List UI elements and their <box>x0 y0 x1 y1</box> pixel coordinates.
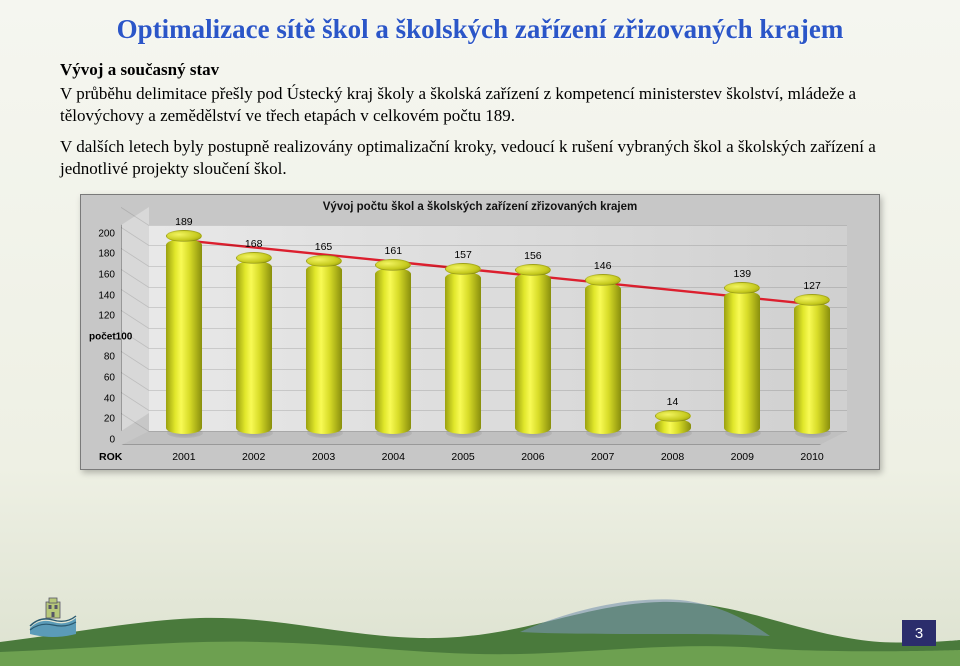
landscape-decoration <box>0 592 960 666</box>
x-tick-label: 2001 <box>172 451 195 463</box>
bar-value-label: 168 <box>245 238 263 250</box>
bar-value-label: 161 <box>385 245 403 257</box>
chart-bar: 157 <box>445 263 481 437</box>
bar-value-label: 139 <box>734 268 752 280</box>
y-tick-label: 120 <box>91 311 115 322</box>
y-tick-label: 140 <box>91 290 115 301</box>
bar-value-label: 156 <box>524 250 542 262</box>
y-tick-label: 180 <box>91 249 115 260</box>
y-axis-label: počet100 <box>89 331 132 342</box>
chart-gridline <box>149 225 847 226</box>
schools-chart: Vývoj počtu škol a školských zařízení zř… <box>80 194 880 470</box>
y-tick-label: 200 <box>91 228 115 239</box>
x-axis-label: ROK <box>99 451 122 463</box>
x-tick-label: 2010 <box>800 451 823 463</box>
chart-bar: 14 <box>655 410 691 436</box>
x-tick-label: 2009 <box>731 451 754 463</box>
y-tick-label: 40 <box>91 393 115 404</box>
bar-value-label: 146 <box>594 260 612 272</box>
chart-bar: 146 <box>585 274 621 436</box>
chart-bar: 189 <box>166 230 202 437</box>
y-tick-label: 160 <box>91 269 115 280</box>
x-tick-label: 2005 <box>451 451 474 463</box>
chart-title: Vývoj počtu škol a školských zařízení zř… <box>81 201 879 213</box>
x-tick-label: 2006 <box>521 451 544 463</box>
chart-bar: 168 <box>236 252 272 437</box>
x-tick-label: 2002 <box>242 451 265 463</box>
chart-bar: 161 <box>375 259 411 437</box>
chart-bar: 139 <box>724 282 760 437</box>
body-content: Vývoj a současný stav V průběhu delimita… <box>0 45 960 180</box>
chart-plot-area: ROK 020406080počet1001201401601802001892… <box>149 225 847 431</box>
subheading: Vývoj a současný stav <box>60 59 900 81</box>
x-tick-label: 2003 <box>312 451 335 463</box>
region-logo-icon <box>26 592 80 640</box>
x-tick-label: 2004 <box>382 451 405 463</box>
page-number: 3 <box>902 620 936 646</box>
chart-bar: 156 <box>515 264 551 437</box>
paragraph-1: V průběhu delimitace přešly pod Ústecký … <box>60 83 900 127</box>
chart-bar: 165 <box>306 255 342 437</box>
bar-value-label: 189 <box>175 216 193 228</box>
y-tick-label: 20 <box>91 414 115 425</box>
x-tick-label: 2008 <box>661 451 684 463</box>
y-tick-label: 0 <box>91 434 115 445</box>
bar-value-label: 14 <box>667 396 679 408</box>
page-title: Optimalizace sítě škol a školských zaříz… <box>0 0 960 45</box>
x-tick-label: 2007 <box>591 451 614 463</box>
chart-bar: 127 <box>794 294 830 437</box>
y-tick-label: 80 <box>91 352 115 363</box>
bar-value-label: 165 <box>315 241 333 253</box>
paragraph-2: V dalších letech byly postupně realizová… <box>60 136 900 180</box>
bar-value-label: 157 <box>454 249 472 261</box>
y-tick-label: 60 <box>91 372 115 383</box>
bar-value-label: 127 <box>803 280 821 292</box>
